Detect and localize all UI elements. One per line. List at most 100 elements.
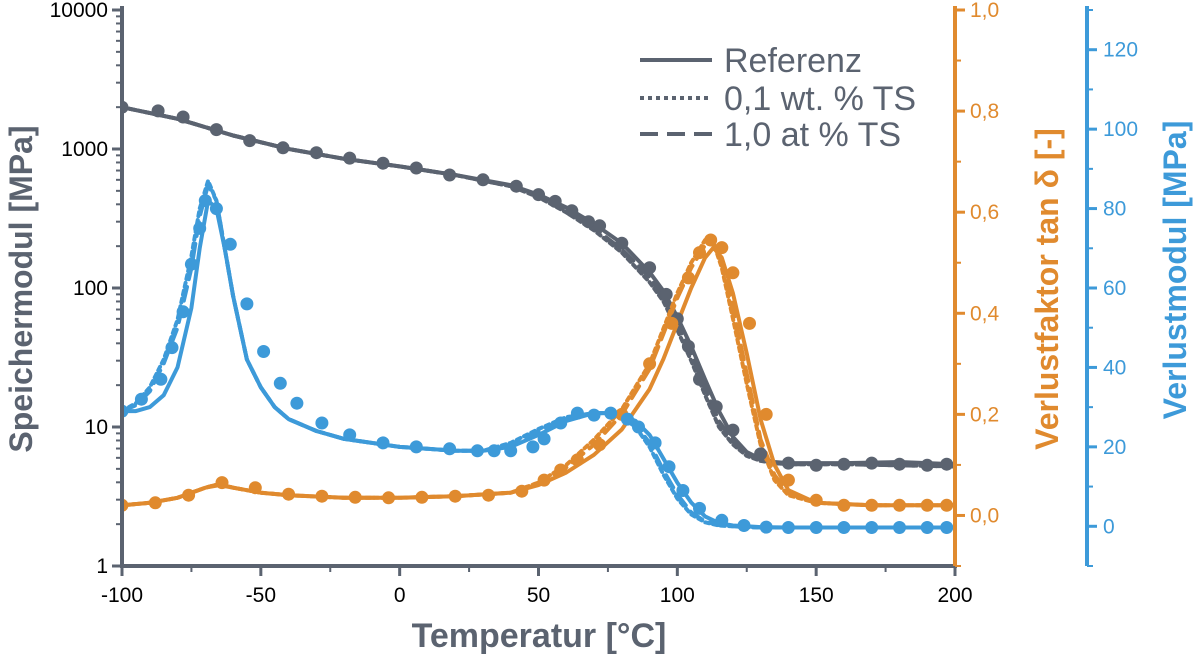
y-tan-delta-tick-label: 0,0: [970, 504, 999, 527]
series-line-tan_delta-solid: [120, 245, 957, 508]
y-left-tick-label: 10: [85, 416, 108, 439]
data-point-storage: [582, 215, 595, 229]
data-point-loss: [198, 194, 212, 208]
data-point-loss: [273, 376, 287, 390]
data-point-storage: [565, 204, 579, 218]
data-point-storage: [343, 151, 357, 165]
data-point-tan_delta: [893, 498, 906, 512]
data-point-storage: [643, 261, 657, 275]
x-tick-label: -50: [246, 584, 276, 607]
data-point-storage: [209, 123, 223, 137]
x-tick-label: 200: [937, 584, 972, 607]
y-tan-delta-tick-label: 1,0: [970, 0, 999, 22]
data-point-loss: [759, 520, 773, 534]
y-loss-axis-title: Verlustmodul [MPa]: [1157, 121, 1193, 420]
data-point-storage: [276, 141, 290, 155]
data-point-loss: [620, 412, 634, 426]
data-point-loss: [209, 202, 223, 216]
data-point-loss: [470, 444, 484, 458]
data-point-loss: [940, 521, 954, 534]
data-point-loss: [290, 396, 304, 410]
data-point-loss: [737, 519, 751, 532]
x-tick-label: 50: [527, 584, 550, 607]
data-point-storage: [476, 173, 490, 187]
data-point-loss: [176, 305, 190, 319]
y-loss-tick-label: 120: [1103, 39, 1138, 62]
data-point-loss: [193, 221, 207, 235]
data-point-loss: [184, 257, 198, 271]
data-point-loss: [693, 501, 706, 515]
data-point-storage: [509, 179, 523, 193]
legend-label-referenz: Referenz: [724, 42, 862, 80]
data-point-loss: [662, 460, 676, 474]
y-loss-tick-label: 20: [1103, 436, 1126, 459]
data-point-tan_delta: [515, 484, 529, 498]
y-tan-delta-axis-title: Verlustfaktor tan δ [-]: [1029, 128, 1065, 450]
data-point-tan_delta: [809, 493, 823, 507]
y-left-tick-label: 1000: [61, 138, 108, 161]
data-point-storage: [865, 456, 879, 470]
data-point-loss: [526, 440, 540, 454]
x-tick-label: -100: [101, 584, 143, 607]
data-point-storage: [309, 146, 323, 160]
y-tan-delta-tick-label: 0,8: [970, 100, 999, 123]
data-point-tan_delta: [248, 481, 262, 495]
y-loss-tick-label: 40: [1103, 356, 1126, 379]
data-point-loss: [554, 416, 568, 430]
data-point-storage: [409, 161, 423, 175]
data-point-tan_delta: [315, 489, 329, 503]
data-point-loss: [604, 406, 618, 420]
data-point-storage: [940, 457, 954, 471]
data-point-loss: [443, 442, 457, 456]
data-point-loss: [893, 521, 906, 534]
data-point-tan_delta: [865, 498, 879, 512]
data-point-loss: [587, 408, 601, 422]
data-point-storage: [709, 400, 723, 414]
data-point-loss: [809, 521, 823, 534]
data-point-loss: [837, 521, 851, 534]
data-point-tan_delta: [148, 496, 162, 510]
data-point-loss: [632, 420, 645, 434]
data-point-storage: [243, 134, 257, 148]
data-point-loss: [920, 521, 934, 534]
data-point-storage: [726, 423, 740, 437]
series-line-tan_delta-dotted: [120, 238, 957, 508]
data-point-tan_delta: [693, 246, 706, 260]
legend-label-1-0: 1,0 at % TS: [724, 116, 901, 154]
data-point-loss: [537, 432, 551, 446]
data-point-loss: [676, 484, 690, 497]
data-point-tan_delta: [382, 491, 396, 505]
data-point-tan_delta: [681, 271, 695, 285]
data-point-loss: [240, 297, 254, 311]
data-point-loss: [487, 444, 501, 458]
data-point-storage: [754, 447, 768, 461]
data-point-loss: [504, 444, 518, 458]
data-point-tan_delta: [282, 487, 296, 501]
data-point-storage: [376, 156, 390, 170]
data-point-storage: [532, 188, 545, 202]
data-point-tan_delta: [448, 489, 462, 503]
series-line-loss-dashed: [120, 182, 957, 530]
data-point-tan_delta: [415, 490, 429, 504]
y-tan-delta-tick-label: 0,4: [970, 302, 1000, 325]
data-point-tan_delta: [537, 473, 551, 487]
data-point-loss: [223, 237, 237, 251]
data-point-tan_delta: [704, 233, 718, 247]
data-point-loss: [315, 416, 329, 430]
data-point-tan_delta: [920, 498, 934, 512]
series-line-storage-solid: [120, 105, 957, 467]
y-loss-tick-label: 0: [1103, 515, 1115, 538]
x-tick-label: 150: [799, 584, 834, 607]
series-line-storage-dashed: [120, 105, 957, 469]
x-axis-title: Temperatur [°C]: [412, 617, 667, 655]
data-point-storage: [893, 457, 906, 471]
series-line-tan_delta-dashed: [120, 240, 957, 508]
data-point-loss: [134, 392, 148, 406]
legend-label-0-1: 0,1 wt. % TS: [724, 80, 916, 118]
data-point-tan_delta: [643, 357, 657, 371]
y-left-axis-title: Speichermodul [MPa]: [3, 125, 39, 452]
data-point-storage: [593, 219, 607, 233]
data-point-loss: [865, 521, 879, 534]
x-tick-label: 100: [660, 584, 695, 607]
data-point-loss: [715, 513, 729, 527]
